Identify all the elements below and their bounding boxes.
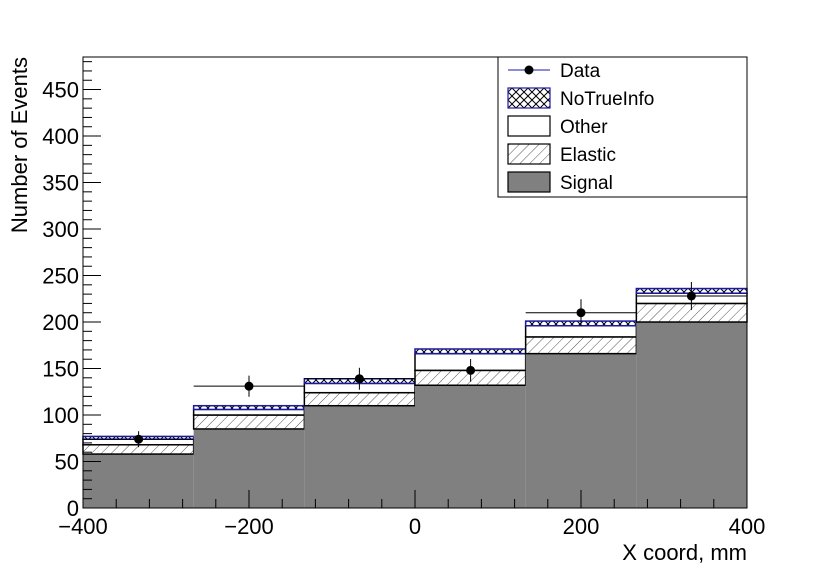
y-tick-label: 450: [42, 78, 79, 103]
x-axis-title: X coord, mm: [622, 540, 747, 565]
legend-swatch-notrueinfo: [507, 87, 551, 109]
data-point: [686, 291, 696, 301]
bar-signal: [304, 405, 415, 508]
y-tick-label: 0: [67, 496, 79, 521]
bar-other: [192, 408, 306, 416]
data-point: [466, 365, 476, 375]
axes: 0 50 100 150 200 250 300 350 400 450 −400 −200 0 200 4…: [42, 61, 766, 539]
y-tick-label: 100: [42, 403, 79, 428]
x-tick-label: −200: [224, 514, 274, 539]
bar-notrueinfo: [192, 404, 306, 411]
legend-swatch-signal: [507, 171, 551, 193]
legend-swatch-other: [507, 115, 551, 137]
x-tick-label: 0: [409, 514, 421, 539]
x-tick-label: 400: [729, 514, 766, 539]
bar-elastic: [303, 391, 416, 407]
bar-notrueinfo: [414, 348, 527, 355]
bar-signal: [415, 385, 526, 508]
bar-signal: [525, 353, 637, 508]
legend-label-data: Data: [560, 61, 601, 82]
y-axis-title: Number of Events: [7, 57, 32, 233]
y-tick-label: 200: [42, 310, 79, 335]
legend: Data NoTrueInfo Other Elastic Signal: [497, 56, 748, 198]
y-tick-label: 350: [42, 171, 79, 196]
data-point: [576, 308, 586, 318]
bar-signal: [83, 454, 194, 508]
data-point: [134, 434, 144, 444]
bar-other: [524, 324, 638, 338]
bar-elastic: [524, 336, 638, 355]
y-tick-label: 250: [42, 264, 79, 289]
x-tick-label: 200: [563, 514, 600, 539]
y-tick-label: 50: [55, 450, 79, 475]
legend-label-notrueinfo: NoTrueInfo: [560, 89, 654, 110]
legend-label-elastic: Elastic: [560, 145, 616, 166]
data-points: [83, 281, 747, 448]
x-tick-label: −400: [58, 514, 108, 539]
bar-elastic: [192, 414, 306, 430]
histogram-stack: [82, 287, 748, 508]
legend-marker-data-dot: [524, 65, 534, 75]
legend-label-other: Other: [560, 117, 608, 138]
y-tick-label: 150: [42, 357, 79, 382]
legend-swatch-elastic: [507, 143, 551, 165]
bar-signal: [636, 322, 747, 508]
y-tick-label: 300: [42, 217, 79, 242]
data-point: [354, 374, 364, 384]
data-point: [244, 381, 254, 391]
legend-label-signal: Signal: [560, 173, 613, 194]
y-tick-label: 400: [42, 124, 79, 149]
